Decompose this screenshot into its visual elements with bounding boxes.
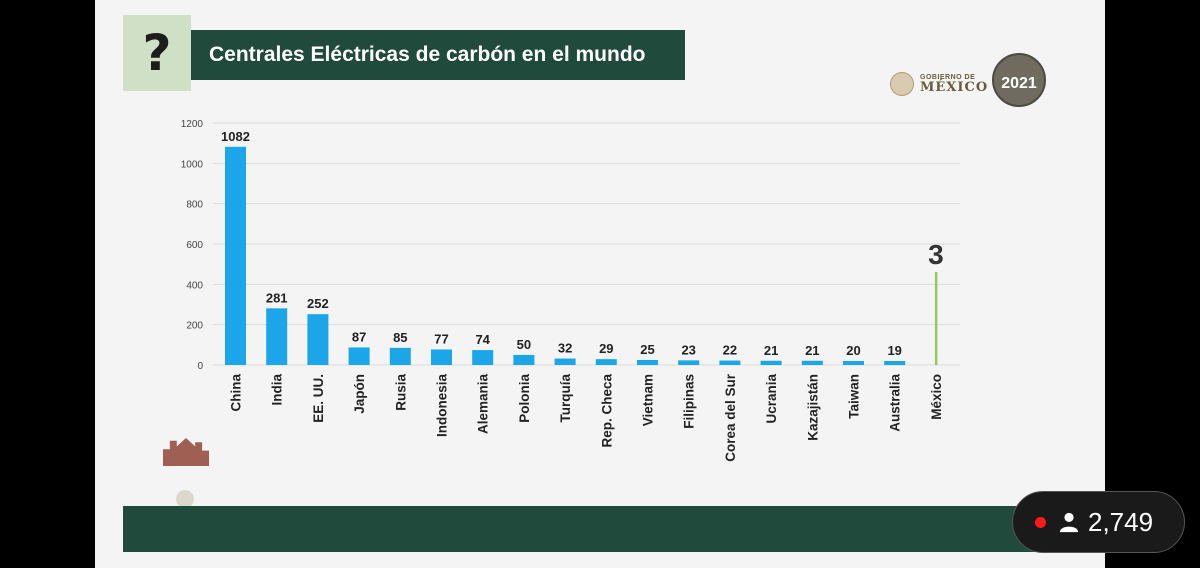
value-label: 23 [681, 342, 695, 357]
gov-logo-line2: MÉXICO [920, 80, 989, 95]
y-axis-ticks: 0 200 400 600 800 1000 1200 [181, 119, 204, 372]
category-label: Polonia [517, 374, 532, 423]
gov-logo-line1: GOBIERNO DE [920, 74, 976, 81]
value-label: 74 [475, 332, 490, 347]
bar [637, 359, 658, 365]
footer-seal-icon [176, 490, 194, 508]
bar [595, 359, 617, 365]
serpent-emblem-icon [992, 53, 1046, 107]
category-label: China [229, 374, 244, 412]
y-tick-label: 400 [186, 280, 203, 291]
category-label: Turquía [558, 374, 573, 423]
bar [431, 349, 452, 365]
value-label: 50 [517, 337, 531, 352]
value-label: 32 [558, 341, 572, 356]
gobierno-de-mexico-logo: GOBIERNO DE MÉXICO [890, 72, 988, 96]
bar [760, 360, 782, 365]
bars [225, 146, 938, 365]
bar [884, 361, 906, 365]
category-label: Alemania [476, 374, 491, 435]
question-mark: ? [142, 24, 172, 82]
live-dot-icon [1035, 516, 1046, 528]
value-label: 21 [805, 343, 819, 358]
value-label: 77 [434, 331, 448, 346]
bar [348, 347, 370, 365]
category-label: Corea del Sur [723, 373, 738, 462]
value-labels: 1082 281 252 87 85 77 74 50 32 29 25 23 22 21 21 20 19 3 [221, 129, 944, 358]
question-mark-box: ? [123, 15, 191, 91]
bar-chart: 0 200 400 600 800 1000 1200 1082 281 252 87 85 77 74… [181, 119, 960, 462]
footer-logo [163, 438, 209, 508]
bar-highlight [934, 272, 938, 365]
building-illustration [163, 438, 209, 466]
category-label: Filipinas [682, 374, 697, 429]
year-emblem: 2021 [992, 45, 1048, 109]
category-labels: China India EE. UU. Japón Rusia Indonesia Alem… [229, 373, 944, 462]
footer-band [123, 506, 1105, 552]
slide-title: Centrales Eléctricas de carbón en el mun… [191, 30, 685, 80]
bar [225, 146, 246, 365]
bar [554, 358, 576, 365]
value-label: 21 [764, 343, 778, 358]
y-tick-label: 1200 [181, 119, 204, 130]
bar [719, 360, 741, 365]
category-label: Rep. Checa [599, 374, 614, 448]
bar [266, 308, 288, 365]
category-label: Ucrania [764, 374, 779, 424]
national-seal-icon [890, 72, 914, 96]
bar [472, 350, 494, 365]
category-label: Kazajistán [805, 374, 820, 441]
value-label: 1082 [221, 129, 250, 144]
category-label: Vietnam [641, 374, 656, 426]
category-label: Indonesia [435, 374, 450, 438]
bar [513, 354, 535, 365]
category-label: Rusia [393, 374, 408, 411]
value-label: 22 [723, 343, 737, 358]
value-label: 29 [599, 341, 613, 356]
bar [678, 360, 700, 365]
year-emblem-text: 2021 [1001, 75, 1037, 92]
value-label-highlight: 3 [928, 239, 944, 270]
y-tick-label: 200 [186, 321, 203, 332]
category-label: Japón [352, 374, 367, 414]
y-tick-label: 1000 [181, 159, 204, 170]
y-tick-label: 0 [197, 361, 203, 372]
category-label: India [270, 374, 285, 406]
bar [389, 347, 411, 365]
value-label: 252 [307, 296, 329, 311]
category-label: EE. UU. [311, 374, 326, 423]
bar [843, 360, 864, 365]
value-label: 85 [393, 330, 407, 345]
value-label: 20 [846, 343, 860, 358]
bar [307, 314, 329, 365]
category-label: Taiwan [847, 374, 862, 419]
value-label: 281 [266, 290, 288, 305]
value-label: 19 [887, 343, 901, 358]
presentation-slide: ? Centrales Eléctricas de carbón en el m… [95, 0, 1105, 568]
y-tick-label: 600 [186, 240, 203, 251]
bar [801, 360, 823, 365]
category-label: México [929, 374, 944, 420]
value-label: 25 [640, 342, 654, 357]
person-icon [1059, 512, 1079, 533]
y-tick-label: 800 [186, 200, 203, 211]
gridlines [213, 122, 960, 366]
category-label: Australia [888, 374, 903, 432]
live-viewer-counter[interactable]: 2,749 [1012, 491, 1185, 553]
viewer-count: 2,749 [1088, 506, 1154, 537]
value-label: 87 [352, 329, 366, 344]
